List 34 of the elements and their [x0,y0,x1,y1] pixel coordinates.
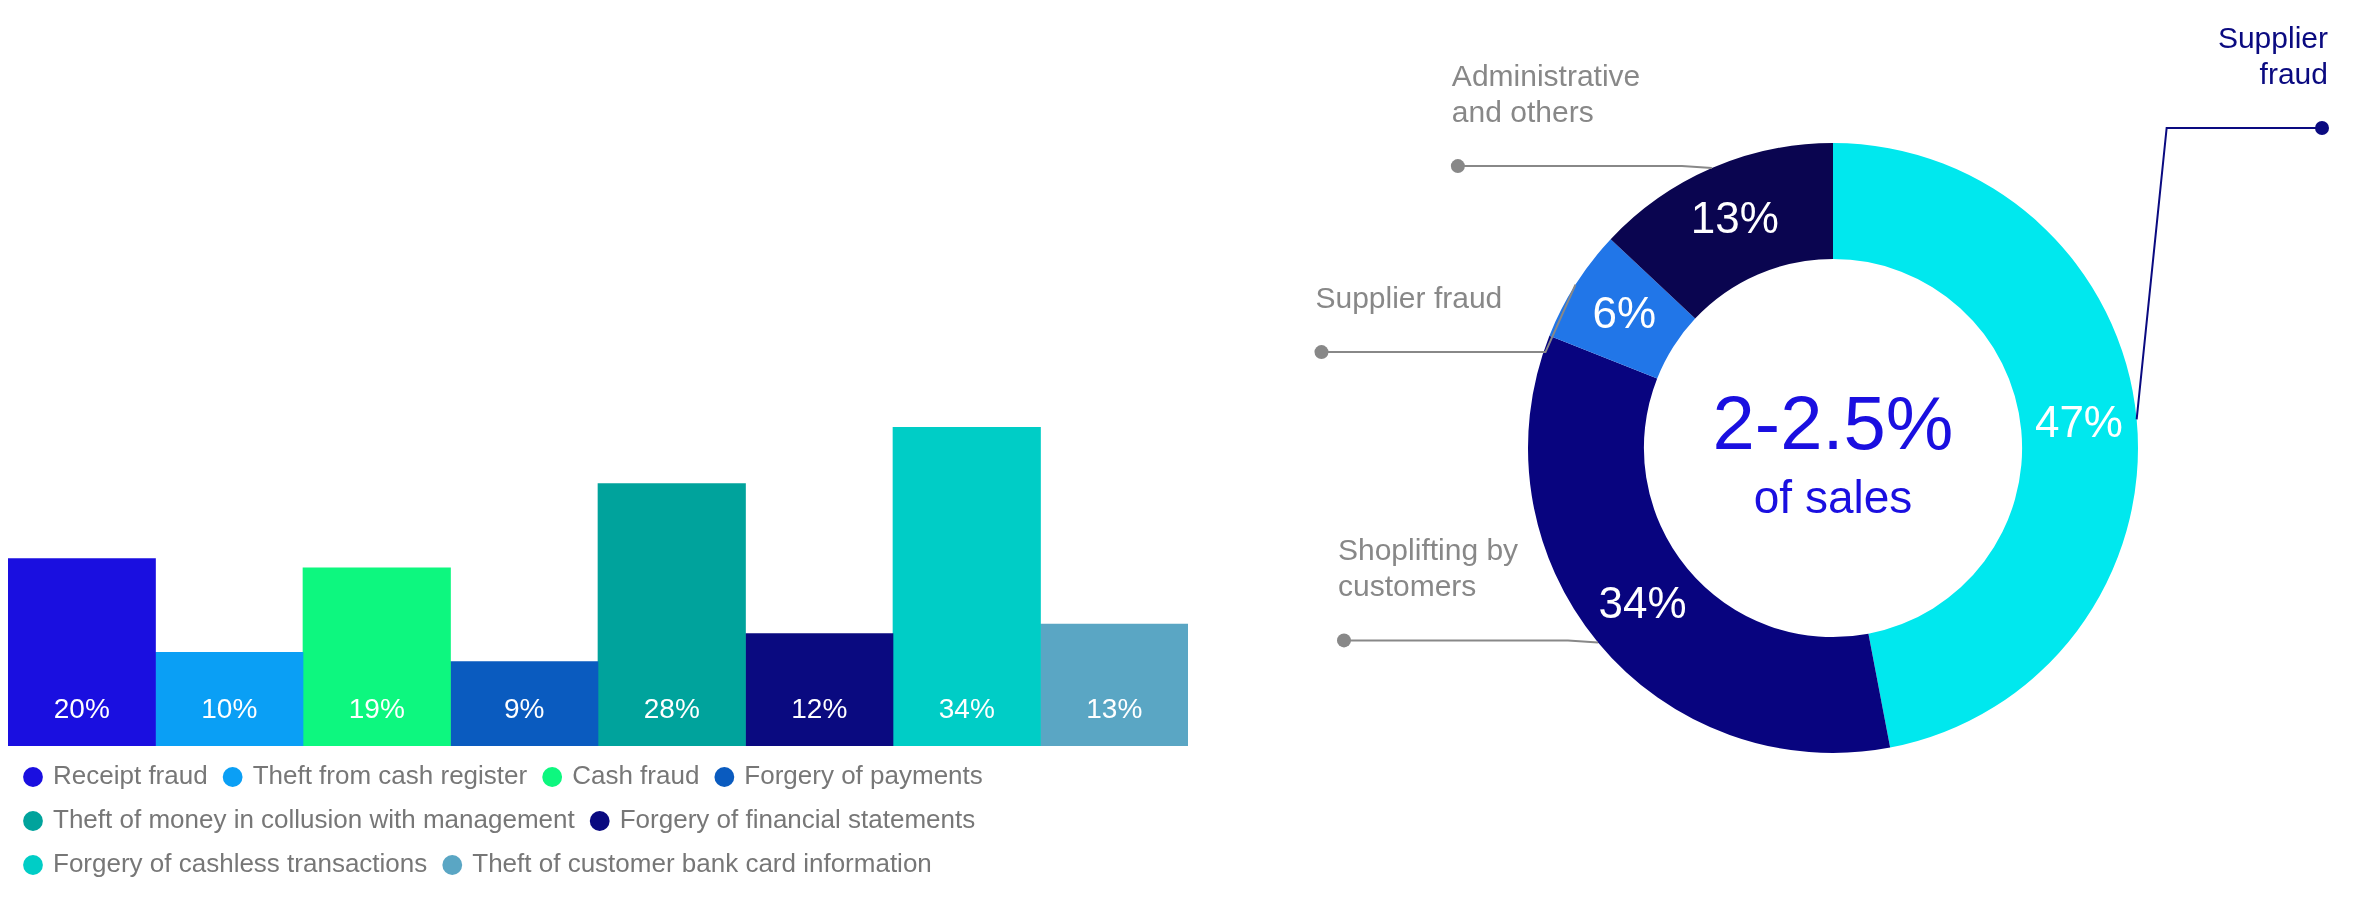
bar [302,567,451,746]
legend-label: Theft of money in collusion with management [53,804,576,835]
legend-label: Forgery of payments [744,760,983,791]
legend-label: Theft of customer bank card information [472,848,932,879]
data-label: 10% [201,692,258,724]
text: 2-2.5% [1712,379,1954,465]
bar [892,427,1041,746]
text: of sales [1753,470,1913,523]
data-label: 47% [2034,396,2123,446]
bar [745,633,894,746]
slice-label: Supplier fraud [2217,21,2328,90]
data-label: 28% [643,692,700,724]
data-label: 19% [348,692,405,724]
bar [8,558,156,746]
slice-label: Administrative and others [1451,59,1641,129]
data-label: 9% [504,692,545,724]
data-label: 12% [791,692,848,724]
legend-label: Forgery of cashless transactions [53,848,428,879]
legend-label: Receipt fraud [53,760,208,791]
slice-label: Supplier fraud [1315,281,1503,315]
bar [155,651,304,746]
data-label: 6% [1592,287,1657,337]
data-label: 13% [1086,692,1143,724]
slice-label: Shoplifting by customers [1337,533,1519,603]
data-label: 20% [53,692,110,724]
data-label: 13% [1690,193,1779,243]
bar [1040,623,1188,746]
legend-label: Theft from cash register [252,760,528,791]
data-label: 34% [1598,577,1687,627]
bar [597,483,746,746]
data-label: 34% [938,692,995,724]
legend-label: Forgery of financial statements [619,804,976,835]
bar [450,661,599,746]
legend-label: Cash fraud [572,760,700,791]
